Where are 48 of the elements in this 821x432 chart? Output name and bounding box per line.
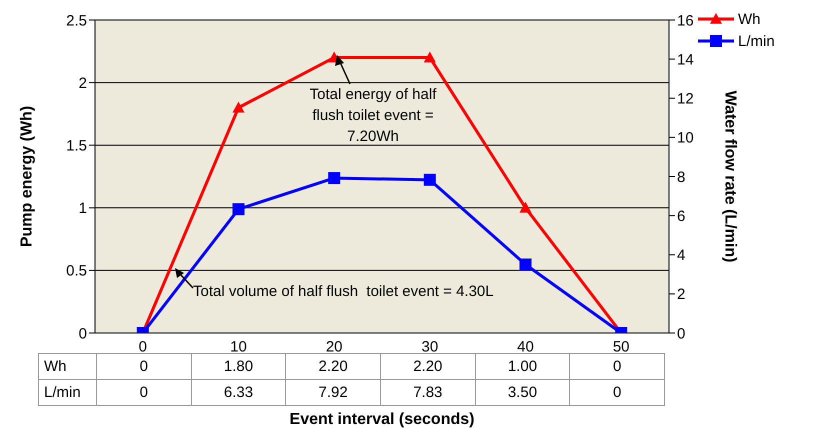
y2-tick-label: 2 [677, 286, 686, 304]
data-label: 7.83 [380, 380, 476, 406]
point [232, 102, 244, 112]
x-tick-label: 0 [138, 338, 148, 356]
x-tick-label: 40 [517, 338, 534, 356]
point [520, 202, 532, 213]
point [424, 52, 436, 62]
data-label: 6.33 [191, 380, 286, 406]
point [232, 203, 244, 216]
y-axis-title: Pump energy (Wh) [18, 106, 36, 248]
y2-tick-label: 4 [677, 247, 686, 264]
x-tick-label: 30 [421, 338, 438, 356]
y2-tick-label: 16 [677, 12, 694, 30]
data-label: 0 [612, 358, 622, 375]
x-tick-label: 10 [230, 338, 247, 356]
x-axis-title: Event interval (seconds) [288, 411, 476, 429]
data-label: 3.50 [475, 380, 570, 406]
data-label: 2.20 [318, 358, 348, 375]
legend-label: L/min [738, 32, 775, 50]
text: L/min [44, 384, 81, 401]
annotation: Total volume of half flush toilet event = 4.30L [193, 283, 494, 300]
data-label: 1.80 [224, 358, 254, 375]
data-label: 0 [96, 380, 192, 406]
y2-tick-label: 8 [677, 168, 686, 186]
annotation: Total energy of half flush toilet event = 7.20Wh [308, 85, 438, 147]
point [328, 172, 340, 184]
data-label: 7.92 [286, 380, 380, 406]
legend-label: Wh [738, 10, 760, 28]
data-label: 0 [140, 358, 148, 375]
y-tick-label: 2 [78, 74, 87, 92]
text: Wh [44, 358, 66, 375]
y-tick-label: 1 [78, 200, 87, 218]
y2-tick-label: 6 [677, 208, 686, 225]
y-tick-label: 2.5 [66, 12, 87, 30]
y2-tick-label: 14 [677, 51, 694, 68]
data-label: 2.20 [413, 358, 442, 375]
y2-axis-title: Water flow rate (L/min) [721, 90, 738, 262]
x-tick-label: 20 [326, 338, 343, 356]
data-label: 0 [570, 380, 664, 406]
y2-tick-label: 12 [677, 90, 694, 108]
y2-tick-label: 0 [677, 325, 686, 342]
point [424, 174, 436, 186]
y-tick-label: 1.5 [66, 138, 87, 155]
data-label: 1.00 [508, 358, 538, 375]
y-tick-label: 0 [78, 325, 87, 342]
x-tick-label: 50 [612, 338, 630, 356]
y-tick-label: 0.5 [66, 262, 87, 280]
y2-tick-label: 10 [677, 130, 694, 147]
